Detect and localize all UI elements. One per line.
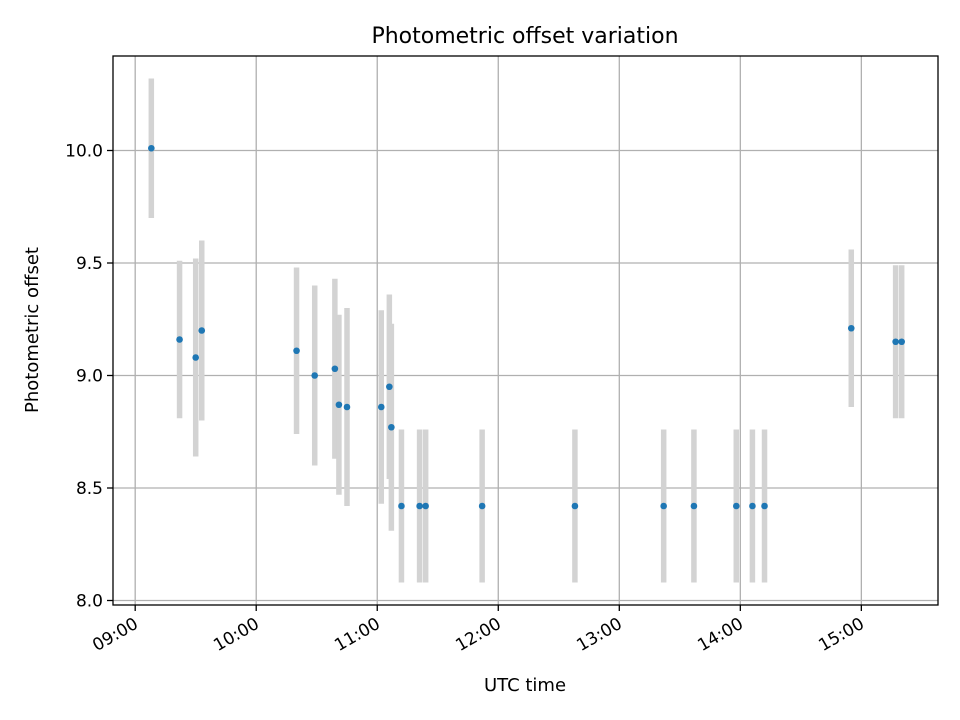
- x-tick-label: 10:00: [210, 614, 262, 656]
- x-tick-label: 14:00: [694, 614, 746, 656]
- data-point: [478, 502, 486, 510]
- x-tick-label: 15:00: [815, 614, 867, 656]
- plot-frame: [112, 55, 939, 606]
- data-point: [388, 423, 395, 431]
- y-tick-label: 10.0: [65, 142, 103, 162]
- x-tick-label: 09:00: [89, 614, 141, 656]
- grid-lines: [113, 56, 938, 605]
- data-point: [732, 502, 740, 510]
- data-point: [749, 502, 756, 510]
- data-point: [398, 502, 405, 510]
- data-point: [343, 403, 351, 411]
- data-point: [377, 403, 385, 411]
- x-tick-label: 12:00: [452, 614, 504, 656]
- data-point: [761, 502, 768, 510]
- data-point: [335, 401, 343, 409]
- data-point: [847, 324, 855, 332]
- axis-ticks: 09:00 10:00 11:00 12:00 13:00 14:00 15:00 8.0 8.…: [65, 142, 868, 656]
- data-point: [198, 327, 206, 334]
- data-point: [148, 144, 155, 152]
- x-tick-label: 13:00: [573, 614, 625, 656]
- y-tick-label: 8.0: [76, 592, 103, 612]
- y-tick-label: 9.5: [76, 254, 103, 274]
- data-point: [176, 336, 183, 343]
- data-point: [192, 354, 200, 361]
- data-point: [690, 502, 698, 510]
- chart-title: Photometric offset variation: [371, 24, 678, 49]
- data-point: [416, 502, 423, 510]
- y-axis-label: Photometric offset: [22, 247, 43, 413]
- y-tick-label: 8.5: [76, 479, 103, 499]
- data-points: [148, 144, 905, 510]
- error-bars: [148, 78, 905, 583]
- x-tick-label: 11:00: [331, 614, 383, 656]
- data-point: [892, 338, 899, 346]
- data-point: [571, 502, 579, 510]
- data-point: [660, 502, 667, 510]
- y-tick-label: 9.0: [76, 367, 103, 387]
- data-point: [331, 365, 339, 373]
- data-point: [386, 383, 393, 391]
- data-point: [293, 347, 300, 355]
- data-point: [898, 338, 905, 346]
- data-point: [422, 502, 429, 510]
- data-point: [311, 372, 319, 379]
- x-axis-label: UTC time: [484, 675, 566, 696]
